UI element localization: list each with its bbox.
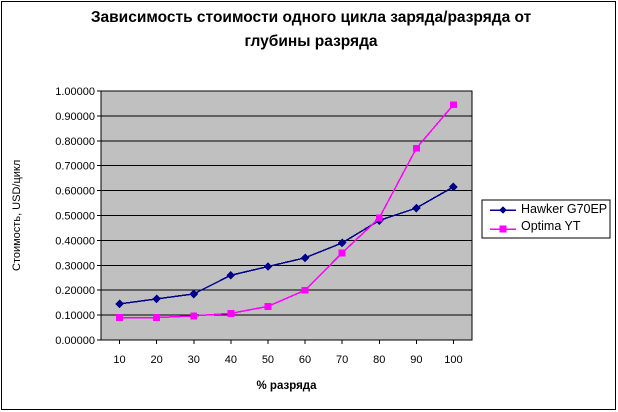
svg-text:0.80000: 0.80000 [55, 136, 95, 148]
svg-text:0.90000: 0.90000 [55, 111, 95, 123]
svg-text:0.20000: 0.20000 [55, 285, 95, 297]
svg-text:0.40000: 0.40000 [55, 235, 95, 247]
svg-text:60: 60 [299, 354, 311, 366]
svg-text:0.60000: 0.60000 [55, 186, 95, 198]
svg-text:90: 90 [410, 354, 422, 366]
svg-text:0.00000: 0.00000 [55, 335, 95, 347]
svg-text:0.30000: 0.30000 [55, 260, 95, 272]
svg-text:20: 20 [151, 354, 163, 366]
svg-text:50: 50 [262, 354, 274, 366]
svg-text:40: 40 [225, 354, 237, 366]
svg-text:70: 70 [336, 354, 348, 366]
svg-text:0.10000: 0.10000 [55, 310, 95, 322]
svg-text:100: 100 [444, 354, 462, 366]
svg-text:10: 10 [113, 354, 125, 366]
svg-text:1.00000: 1.00000 [55, 86, 95, 98]
svg-text:Optima YT: Optima YT [521, 219, 581, 233]
svg-text:0.70000: 0.70000 [55, 161, 95, 173]
svg-text:Hawker G70EP: Hawker G70EP [521, 202, 607, 216]
svg-text:80: 80 [373, 354, 385, 366]
svg-text:0.50000: 0.50000 [55, 211, 95, 223]
svg-text:30: 30 [188, 354, 200, 366]
